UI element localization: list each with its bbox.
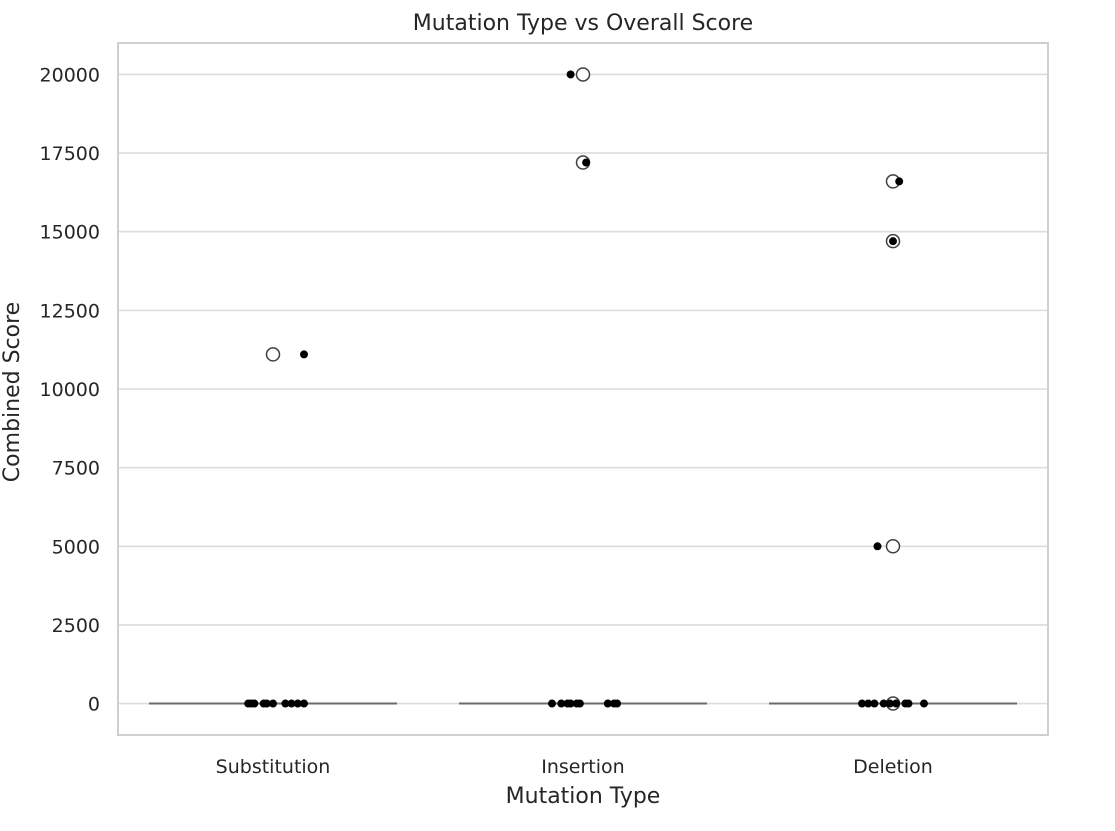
strip-points — [244, 70, 928, 708]
strip-point — [864, 699, 873, 708]
strip-point — [300, 350, 308, 359]
strip-point — [895, 177, 904, 186]
y-tick-label: 15000 — [40, 222, 100, 244]
strip-point — [873, 542, 882, 551]
strip-point — [566, 699, 575, 708]
y-tick-label: 12500 — [40, 300, 100, 322]
strip-point — [879, 699, 888, 708]
strip-point — [566, 70, 575, 79]
strip-point — [287, 699, 296, 708]
chart-title: Mutation Type vs Overall Score — [413, 11, 753, 36]
strip-point — [603, 699, 612, 708]
outlier-point — [265, 347, 281, 362]
strip-point — [269, 699, 277, 708]
strip-point — [920, 699, 928, 708]
strip-point — [281, 699, 290, 708]
x-tick-label: Insertion — [541, 756, 624, 778]
strip-point — [885, 699, 894, 708]
strip-point — [250, 699, 259, 708]
y-tick-label: 2500 — [52, 615, 100, 637]
strip-point — [889, 237, 897, 246]
y-tick-label: 0 — [88, 694, 100, 716]
strip-point — [870, 699, 879, 708]
strip-point — [858, 699, 866, 708]
strip-point — [892, 699, 901, 708]
y-axis-label: Combined Score — [0, 302, 25, 482]
y-tick-label: 5000 — [52, 536, 100, 558]
strip-point — [904, 699, 913, 708]
strip-point — [293, 699, 302, 708]
y-tick-label: 20000 — [40, 64, 100, 86]
plot-frame — [117, 42, 1049, 736]
strip-point — [582, 158, 591, 167]
strip-point — [613, 699, 622, 708]
outlier-point — [575, 67, 591, 82]
x-tick-label: Deletion — [853, 756, 933, 778]
strip-point — [300, 699, 308, 708]
y-tick-label: 7500 — [52, 458, 100, 480]
x-tick-label: Substitution — [216, 756, 331, 778]
strip-point — [548, 699, 556, 708]
strip-point — [262, 699, 271, 708]
x-tick-labels: Substitution Insertion Deletion — [216, 756, 933, 778]
x-axis-label: Mutation Type — [506, 784, 661, 809]
y-tick-labels: 0 2500 5000 7500 10000 12500 15000 17500 20000 — [40, 64, 100, 715]
y-tick-label: 17500 — [40, 143, 100, 165]
strip-point — [575, 699, 584, 708]
strip-point — [557, 699, 566, 708]
y-tick-label: 10000 — [40, 379, 100, 401]
outlier-point — [885, 539, 901, 554]
